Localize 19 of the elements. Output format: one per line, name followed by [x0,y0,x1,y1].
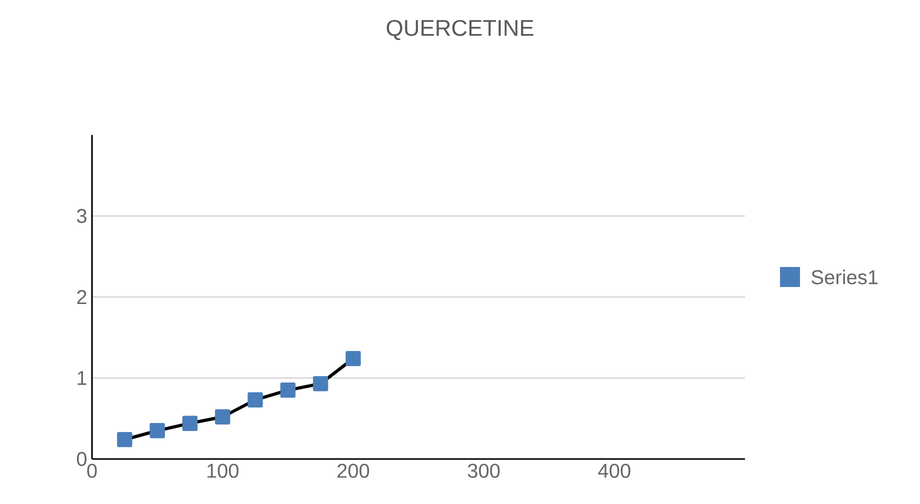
point [150,423,165,438]
x-tick-label: 400 [598,464,630,478]
point [346,350,361,366]
point [117,432,132,448]
x-tick-label: 100 [207,464,238,478]
chart-title: QUERCETINE [386,20,534,40]
legend-label: Series1 [812,270,878,284]
y-tick-label: 0 [76,452,86,466]
point [248,392,263,408]
x-tick-label: 0 [87,464,97,478]
point [182,416,198,431]
x-tick-label: 300 [468,464,500,478]
y-tick-label: 3 [76,208,86,224]
point [215,409,230,424]
point [312,376,328,392]
x-tick-label: 200 [338,464,370,478]
point [280,382,296,398]
y-tick-label: 2 [77,290,86,304]
y-tick-label: 1 [78,371,86,385]
